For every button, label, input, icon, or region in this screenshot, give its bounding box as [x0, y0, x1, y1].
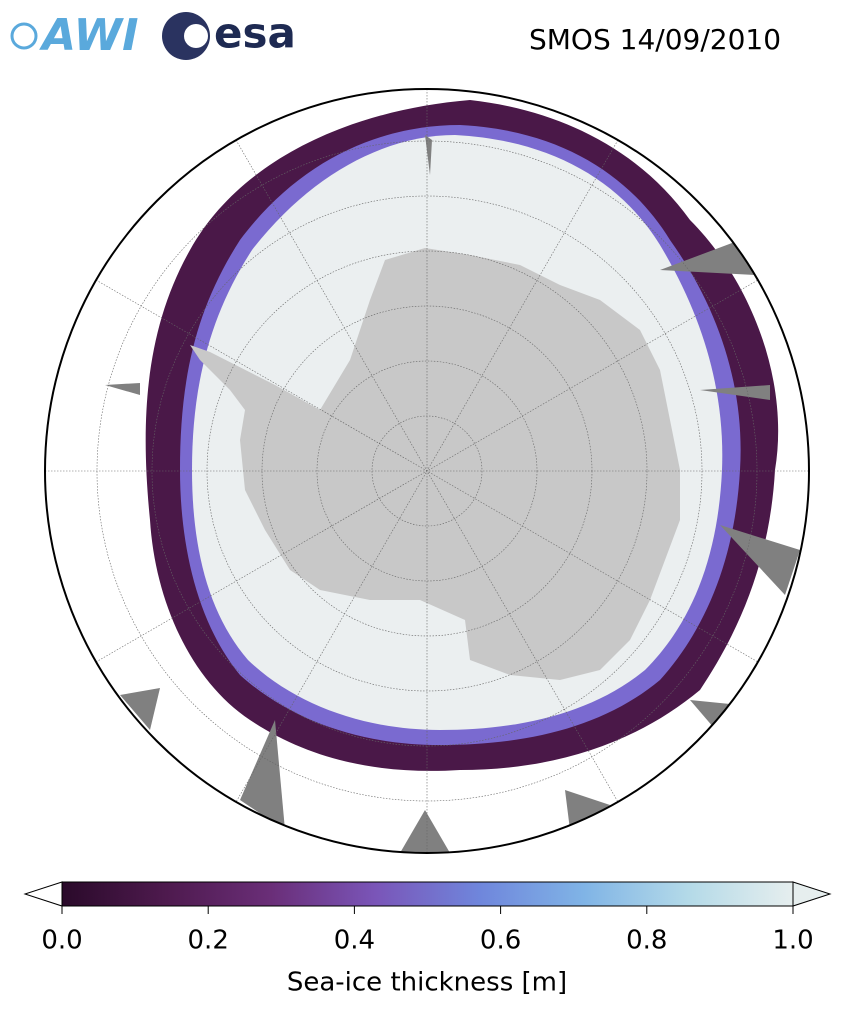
- map-title: SMOS 14/09/2010: [529, 23, 781, 56]
- colorbar-tick-label: 1.0: [772, 926, 813, 956]
- colorbar-over: [792, 881, 832, 907]
- colorbar-label: Sea-ice thickness [m]: [287, 968, 567, 998]
- colorbar-tick-label: 0.6: [480, 926, 521, 956]
- colorbar-tick-label: 0.8: [626, 926, 667, 956]
- colorbar-tick-label: 0.2: [188, 926, 229, 956]
- colorbar-tick-label: 0.0: [41, 926, 82, 956]
- awi-logo-text: AWI: [39, 10, 139, 61]
- colorbar-tick-label: 0.4: [334, 926, 375, 956]
- colorbar: Sea-ice thickness [m] 0.0 0.2 0.4 0.6 0.8 1.0: [23, 881, 832, 998]
- colorbar-under: [23, 881, 63, 907]
- esa-logo-text: esa: [214, 9, 296, 58]
- esa-logo: esa: [162, 9, 296, 60]
- awi-logo: AWI: [10, 10, 139, 61]
- graticule: [45, 89, 809, 853]
- map-boundary: [44, 88, 810, 854]
- colorbar-ramp: [61, 881, 794, 907]
- map: [45, 89, 809, 853]
